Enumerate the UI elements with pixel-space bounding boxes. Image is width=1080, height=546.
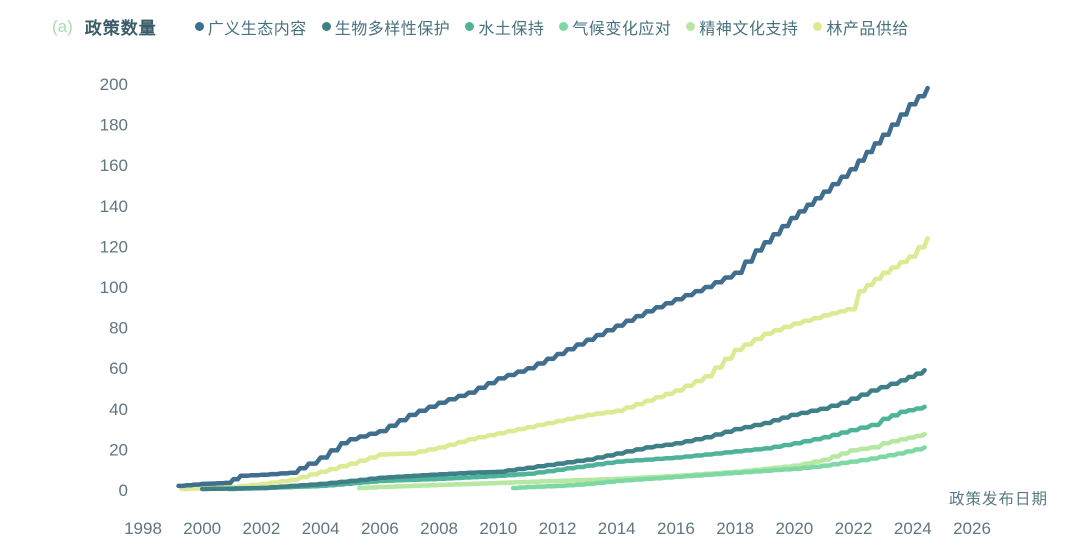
x-tick-label: 2014 — [598, 519, 636, 538]
y-tick-label: 100 — [100, 278, 128, 297]
legend-item-林产品供给: 林产品供给 — [813, 15, 909, 39]
legend-item-精神文化支持: 精神文化支持 — [686, 15, 798, 39]
x-tick-label: 2002 — [243, 519, 281, 538]
legend-label: 林产品供给 — [826, 20, 909, 38]
panel-label: (a) — [52, 16, 73, 36]
x-tick-label: 1998 — [124, 519, 162, 538]
x-tick-label: 2008 — [420, 519, 458, 538]
legend-dot-icon — [194, 22, 204, 31]
y-tick-label: 0 — [119, 481, 128, 500]
y-tick-label: 120 — [100, 237, 128, 256]
x-tick-label: 2012 — [539, 519, 577, 538]
x-tick-label: 2026 — [953, 519, 991, 538]
legend-item-生物多样性保护: 生物多样性保护 — [321, 15, 451, 39]
y-tick-label: 180 — [100, 116, 128, 135]
legend: 广义生态内容 生物多样性保护 水土保持 气候变化应对 精神文化支持 林产品供给 — [194, 15, 909, 39]
x-tick-label: 2022 — [835, 519, 873, 538]
x-tick-label: 2020 — [775, 519, 813, 538]
legend-dot-icon — [686, 22, 696, 31]
legend-item-广义生态内容: 广义生态内容 — [194, 15, 307, 39]
x-tick-label: 2006 — [361, 519, 399, 538]
series-line-气候变化应对 — [510, 445, 927, 491]
legend-item-水土保持: 水土保持 — [465, 15, 544, 39]
y-tick-label: 160 — [100, 156, 128, 175]
x-tick-label: 2024 — [894, 519, 932, 538]
legend-label: 水土保持 — [478, 20, 545, 38]
y-tick-label: 80 — [109, 319, 128, 338]
chart-header: (a) 政策数量 广义生态内容 生物多样性保护 水土保持 气候变化应对 精神文化支持 林产… — [52, 14, 909, 39]
x-tick-label: 2010 — [479, 519, 517, 538]
y-tick-label: 20 — [109, 440, 128, 459]
y-tick-label: 40 — [109, 400, 128, 419]
legend-item-气候变化应对: 气候变化应对 — [559, 15, 671, 39]
series-line-生物多样性保护 — [199, 367, 927, 492]
y-tick-label: 60 — [109, 359, 128, 378]
y-tick-label: 200 — [100, 75, 128, 94]
legend-dot-icon — [465, 22, 475, 31]
y-tick-label: 140 — [100, 197, 128, 216]
y-axis-title: 政策数量 — [84, 19, 157, 38]
legend-dot-icon — [321, 22, 331, 31]
x-axis-title: 政策发布日期 — [948, 491, 1048, 508]
legend-dot-icon — [813, 22, 823, 31]
x-tick-label: 2004 — [302, 519, 340, 538]
x-tick-label: 2018 — [716, 519, 754, 538]
x-tick-label: 2000 — [183, 519, 221, 538]
legend-label: 气候变化应对 — [572, 20, 672, 38]
series-line-林产品供给 — [179, 236, 930, 492]
legend-label: 广义生态内容 — [207, 20, 307, 38]
series-line-广义生态内容 — [176, 85, 930, 489]
legend-label: 生物多样性保护 — [334, 20, 451, 38]
legend-dot-icon — [559, 22, 569, 31]
legend-label: 精神文化支持 — [699, 20, 799, 38]
x-tick-label: 2016 — [657, 519, 695, 538]
